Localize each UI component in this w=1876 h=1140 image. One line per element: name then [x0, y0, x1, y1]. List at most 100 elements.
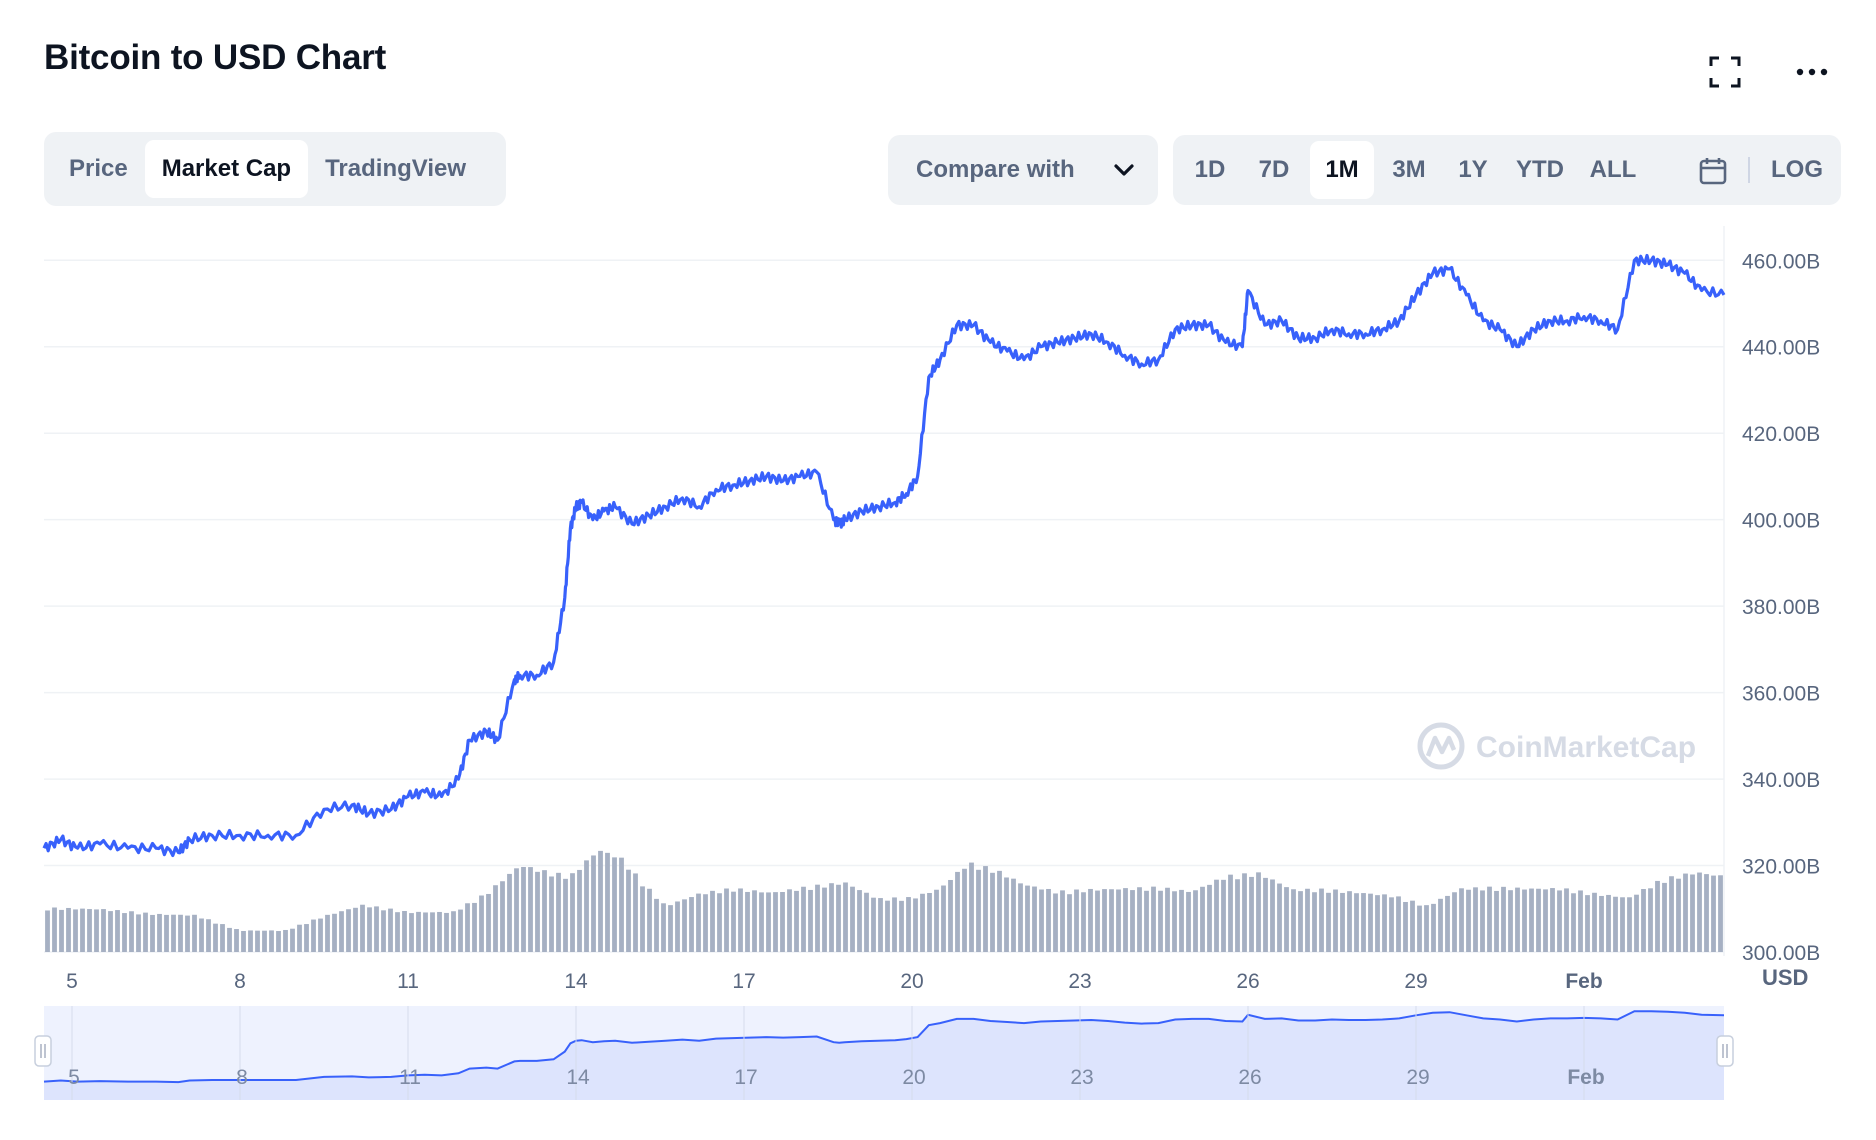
volume-bar [626, 869, 631, 952]
volume-bar [738, 888, 743, 952]
volume-bar [1186, 891, 1191, 952]
range-1d[interactable]: 1D [1194, 156, 1226, 183]
volume-bar [913, 898, 918, 952]
range-7d[interactable]: 7D [1258, 156, 1290, 183]
volume-bar [1718, 875, 1723, 952]
y-tick-label: 360.00B [1742, 683, 1820, 706]
volume-bar [899, 900, 904, 952]
navigator-handle-right[interactable] [1716, 1035, 1734, 1067]
volume-bar [1424, 905, 1429, 952]
volume-bar [360, 904, 365, 952]
volume-bar [1543, 889, 1548, 952]
volume-bar [1634, 894, 1639, 952]
x-tick-label: 5 [66, 970, 78, 993]
range-1y[interactable]: 1Y [1458, 156, 1488, 183]
volume-bar [1508, 890, 1513, 952]
volume-bar [66, 907, 71, 952]
volume-bar [850, 886, 855, 952]
volume-bar [731, 891, 736, 952]
volume-bar [150, 914, 155, 952]
x-tick-label: 29 [1404, 970, 1427, 993]
range-1m[interactable]: 1M [1310, 141, 1374, 199]
volume-bar [689, 897, 694, 952]
volume-bar [339, 911, 344, 952]
volume-bar [1235, 879, 1240, 952]
volume-bar [122, 913, 127, 952]
x-tick-label: 8 [234, 970, 246, 993]
volume-bar [829, 883, 834, 952]
navigator-tick-label: Feb [1567, 1066, 1604, 1089]
x-tick-label: Feb [1565, 970, 1602, 993]
volume-bar [1368, 893, 1373, 952]
volume-bar [1102, 889, 1107, 952]
volume-bar [1333, 889, 1338, 952]
volume-bar [1326, 892, 1331, 952]
volume-bar [1074, 889, 1079, 952]
volume-bar [752, 890, 757, 952]
view-tab-group: Price Market Cap TradingView [44, 132, 506, 206]
volume-bar [178, 914, 183, 952]
volume-bar [703, 894, 708, 952]
volume-bar [108, 911, 113, 952]
volume-bar [304, 924, 309, 952]
volume-bar [766, 892, 771, 952]
log-scale-toggle[interactable]: LOG [1771, 156, 1823, 183]
volume-bar [206, 919, 211, 952]
volume-bar [927, 892, 932, 952]
volume-bar [143, 912, 148, 952]
volume-bar [934, 889, 939, 952]
volume-bar [1144, 890, 1149, 952]
volume-bar [192, 914, 197, 952]
volume-bar [269, 930, 274, 952]
x-tick-label: 26 [1236, 970, 1259, 993]
volume-bar [1613, 896, 1618, 952]
volume-bar [1536, 888, 1541, 952]
volume-bar [479, 895, 484, 952]
volume-bar [1067, 894, 1072, 952]
volume-bar [486, 893, 491, 952]
tab-price[interactable]: Price [69, 155, 128, 182]
volume-bar [1578, 890, 1583, 952]
navigator-tick-label: 14 [566, 1066, 590, 1089]
volume-bar [822, 887, 827, 952]
volume-bar [710, 890, 715, 952]
volume-bar [227, 927, 232, 952]
range-all[interactable]: ALL [1589, 156, 1637, 183]
range-ytd[interactable]: YTD [1516, 156, 1564, 183]
volume-bar [318, 918, 323, 952]
volume-bar [1592, 892, 1597, 952]
navigator-handle-left[interactable] [34, 1035, 52, 1067]
volume-bar [668, 905, 673, 952]
volume-bar [416, 911, 421, 952]
volume-bar [1207, 884, 1212, 952]
volume-bar [1515, 887, 1520, 952]
tab-tradingview[interactable]: TradingView [325, 155, 467, 182]
volume-bar [87, 909, 92, 952]
x-tick-label: 23 [1068, 970, 1091, 993]
range-3m[interactable]: 3M [1392, 156, 1426, 183]
volume-bar [1501, 886, 1506, 952]
volume-bar [878, 898, 883, 952]
navigator-tick-label: 29 [1406, 1066, 1429, 1089]
calendar-icon[interactable] [1693, 141, 1733, 199]
volume-bar [1193, 890, 1198, 952]
volume-bar [1599, 895, 1604, 952]
volume-bar [234, 929, 239, 952]
more-icon[interactable] [1792, 52, 1832, 92]
volume-bar [1627, 897, 1632, 952]
volume-bar [262, 930, 267, 952]
volume-bar [1676, 878, 1681, 952]
volume-bar [1137, 887, 1142, 952]
volume-bar [563, 878, 568, 952]
volume-bar [717, 893, 722, 952]
volume-bar [1641, 889, 1646, 952]
volume-bar [171, 914, 176, 952]
volume-bar [906, 897, 911, 952]
tab-market-cap[interactable]: Market Cap [144, 140, 309, 198]
volume-bar [465, 903, 470, 952]
volume-bar [1452, 892, 1457, 952]
fullscreen-icon[interactable] [1705, 52, 1745, 92]
compare-with-dropdown[interactable]: Compare with [888, 135, 1158, 205]
volume-bar [115, 910, 120, 952]
